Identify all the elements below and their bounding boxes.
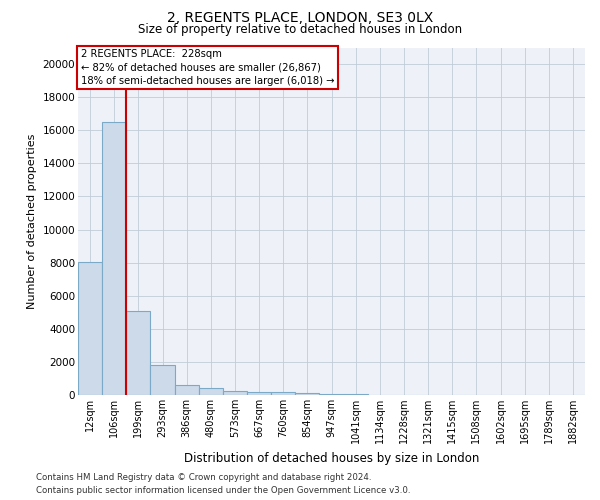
Bar <box>126 310 151 395</box>
Text: Contains public sector information licensed under the Open Government Licence v3: Contains public sector information licen… <box>36 486 410 495</box>
Bar <box>151 365 175 395</box>
Bar <box>102 122 126 395</box>
Bar <box>175 385 199 395</box>
X-axis label: Distribution of detached houses by size in London: Distribution of detached houses by size … <box>184 452 479 464</box>
Bar <box>344 394 368 395</box>
Bar <box>271 392 295 395</box>
Text: Contains HM Land Registry data © Crown copyright and database right 2024.: Contains HM Land Registry data © Crown c… <box>36 472 371 482</box>
Bar <box>295 393 319 395</box>
Bar <box>223 391 247 395</box>
Text: 2, REGENTS PLACE, LONDON, SE3 0LX: 2, REGENTS PLACE, LONDON, SE3 0LX <box>167 11 433 25</box>
Text: Size of property relative to detached houses in London: Size of property relative to detached ho… <box>138 22 462 36</box>
Bar <box>247 392 271 395</box>
Bar <box>319 394 344 395</box>
Text: 2 REGENTS PLACE:  228sqm
← 82% of detached houses are smaller (26,867)
18% of se: 2 REGENTS PLACE: 228sqm ← 82% of detache… <box>80 49 334 86</box>
Y-axis label: Number of detached properties: Number of detached properties <box>27 134 37 309</box>
Bar <box>78 262 102 395</box>
Bar <box>199 388 223 395</box>
